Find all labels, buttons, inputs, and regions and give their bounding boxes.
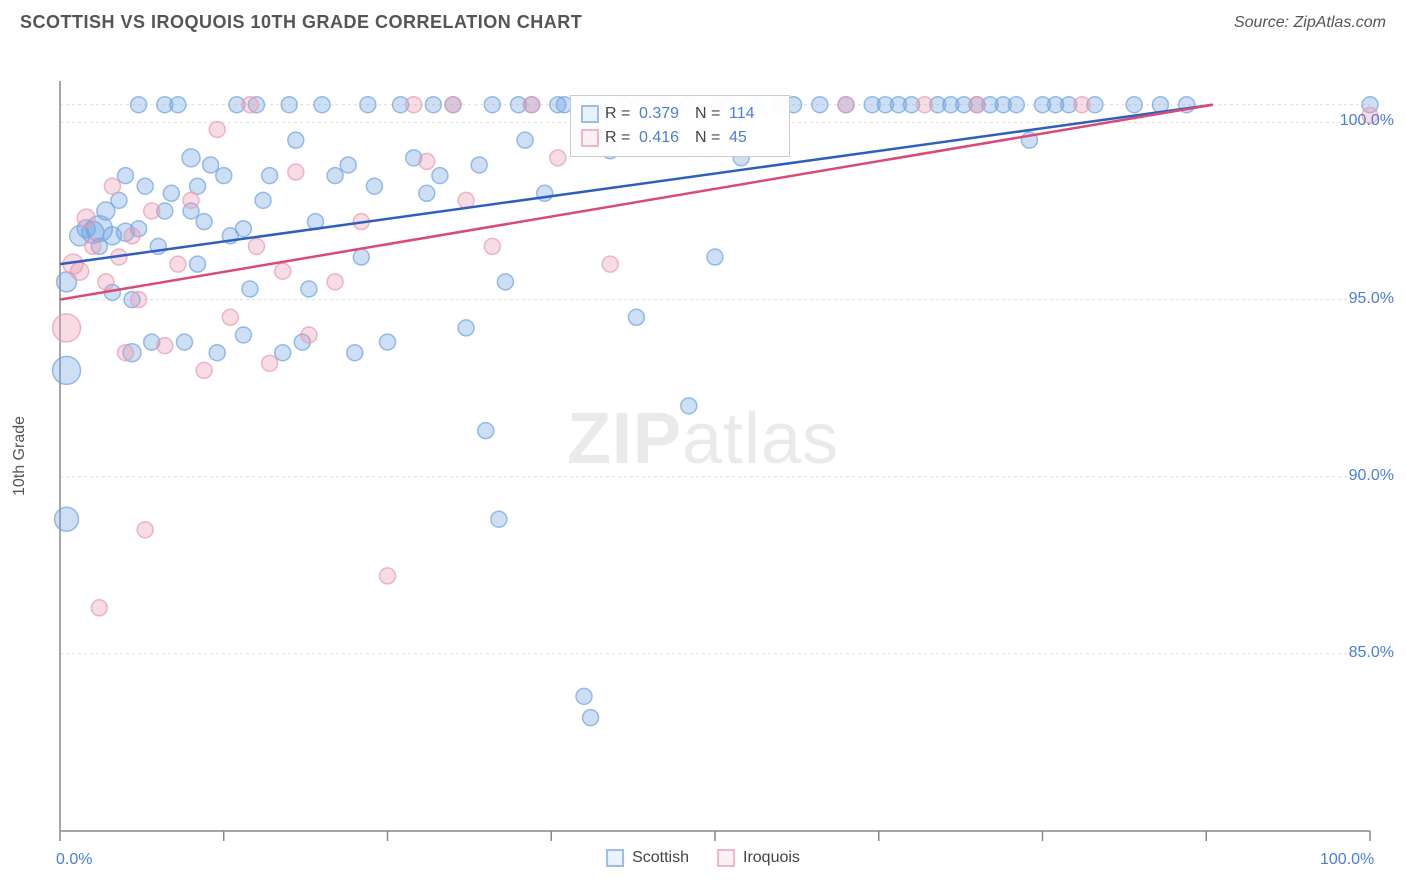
y-tick-label: 100.0%: [1340, 112, 1394, 130]
chart-container: 10th Grade ZIPatlas R =0.379N =114R =0.4…: [0, 41, 1406, 871]
legend-item: Iroquois: [717, 849, 800, 867]
legend-swatch: [606, 849, 624, 867]
stat-n-label: N =: [695, 102, 723, 126]
y-tick-label: 95.0%: [1349, 290, 1394, 308]
legend-item: Scottish: [606, 849, 689, 867]
stat-r-value: 0.379: [639, 102, 689, 126]
chart-title: SCOTTISH VS IROQUOIS 10TH GRADE CORRELAT…: [20, 12, 582, 33]
x-axis-min-label: 0.0%: [56, 851, 92, 869]
stat-r-label: R =: [605, 126, 633, 150]
legend-swatch: [581, 105, 599, 123]
y-tick-label: 90.0%: [1349, 467, 1394, 485]
y-tick-label: 85.0%: [1349, 644, 1394, 662]
y-axis-label: 10th Grade: [11, 416, 29, 496]
stat-n-value: 45: [729, 126, 779, 150]
correlation-legend-row: R =0.379N =114: [581, 102, 779, 126]
series-legend: Scottish Iroquois: [606, 849, 800, 867]
correlation-legend-row: R =0.416N =45: [581, 126, 779, 150]
legend-swatch: [581, 129, 599, 147]
chart-source: Source: ZipAtlas.com: [1234, 14, 1386, 32]
stat-r-label: R =: [605, 102, 633, 126]
stat-r-value: 0.416: [639, 126, 689, 150]
stat-n-label: N =: [695, 126, 723, 150]
stat-n-value: 114: [729, 102, 779, 126]
legend-label: Scottish: [632, 849, 689, 867]
chart-header: SCOTTISH VS IROQUOIS 10TH GRADE CORRELAT…: [0, 0, 1406, 41]
x-axis-max-label: 100.0%: [1320, 851, 1374, 869]
correlation-legend: R =0.379N =114R =0.416N =45: [570, 95, 790, 157]
scatter-chart: [0, 41, 1406, 871]
legend-label: Iroquois: [743, 849, 800, 867]
legend-swatch: [717, 849, 735, 867]
